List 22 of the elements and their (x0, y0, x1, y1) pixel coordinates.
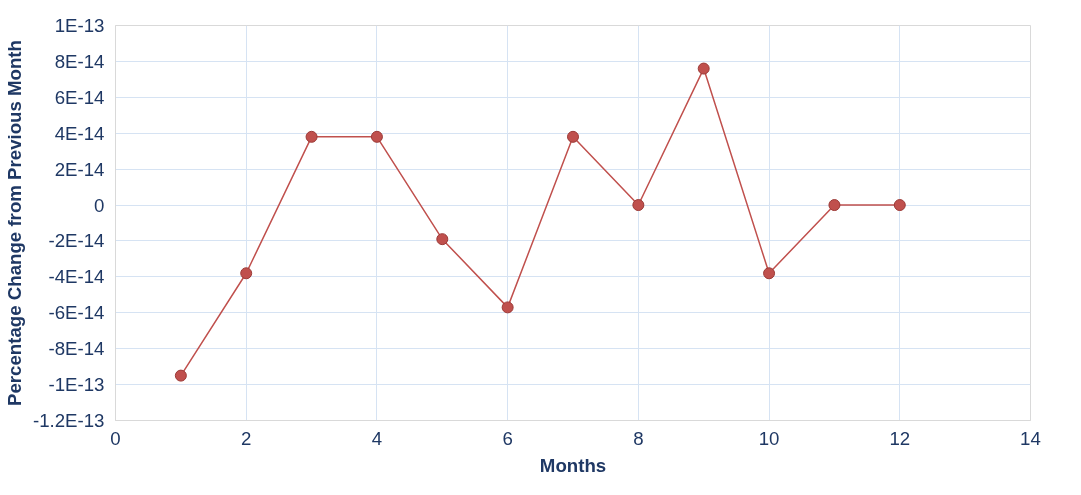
y-tick-label: 4E-14 (54, 122, 105, 144)
x-axis-title: Months (539, 454, 607, 476)
y-tick-label: 6E-14 (54, 86, 105, 108)
y-tick-label: 8E-14 (54, 50, 105, 72)
y-tick-label: 1E-13 (54, 15, 105, 36)
x-tick-label: 6 (502, 427, 513, 449)
y-tick-label: -1E-13 (48, 374, 105, 396)
y-tick-label: -8E-14 (48, 338, 105, 360)
y-tick-label: -2E-14 (48, 230, 105, 252)
y-axis-title: Percentage Change from Previous Month (3, 40, 25, 406)
x-tick-label: 4 (371, 427, 383, 449)
y-tick-label: 2E-14 (54, 158, 105, 180)
x-tick-label: 0 (110, 427, 121, 449)
x-tick-label: 14 (1020, 427, 1041, 449)
x-tick-label: 8 (633, 427, 644, 449)
x-tick-label: 12 (889, 427, 911, 449)
y-tick-label: -4E-14 (48, 266, 105, 288)
x-tick-label: 2 (241, 427, 252, 449)
x-tick-label: 10 (758, 427, 780, 449)
y-tick-label: -6E-14 (48, 302, 105, 324)
y-tick-label: -1.2E-13 (32, 410, 105, 431)
y-tick-label: 0 (94, 194, 105, 216)
